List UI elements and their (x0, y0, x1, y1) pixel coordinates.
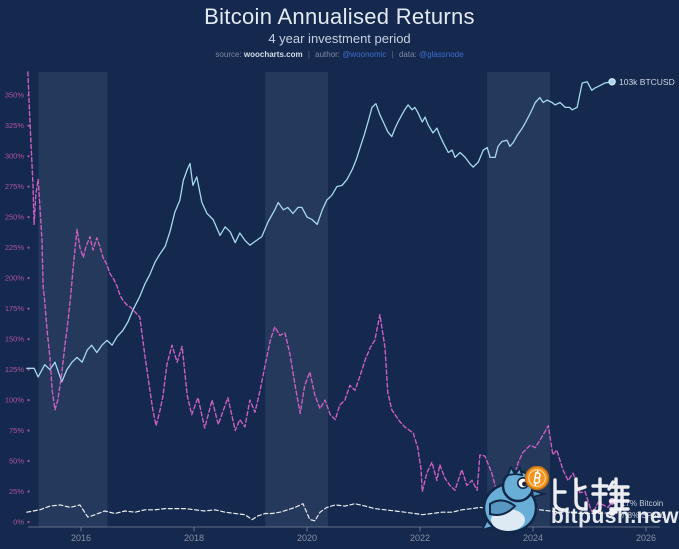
x-tick-label: 2020 (297, 533, 317, 543)
y-tick-label: 325% (5, 121, 25, 130)
highlight-band (38, 72, 108, 527)
y-tick-label: 275% (5, 182, 25, 191)
y-tick-dot (27, 277, 30, 280)
bird-wing (489, 499, 517, 516)
y-tick-label: 300% (5, 152, 25, 161)
y-tick-dot (27, 155, 30, 158)
y-tick-label: 175% (5, 304, 25, 313)
bird-crest (506, 466, 517, 477)
source-site-label: woocharts.com (243, 50, 303, 59)
bitcoin-coin-icon (524, 466, 550, 491)
y-tick-dot (27, 368, 30, 371)
y-tick-label: 150% (5, 335, 25, 344)
separator: | (391, 50, 394, 59)
data-handle-link[interactable]: @glassnode (418, 50, 464, 59)
y-tick-dot (27, 307, 30, 310)
bird-feet (503, 531, 516, 539)
y-tick-label: 225% (5, 243, 25, 252)
x-tick-label: 2024 (523, 533, 543, 543)
y-tick-dot (27, 246, 30, 249)
legend-bitcoin-label: 17% Bitcoin (621, 499, 664, 508)
y-tick-label: 350% (5, 91, 25, 100)
x-tick-label: 2018 (184, 533, 204, 543)
x-tick-label: 2022 (410, 533, 430, 543)
source-line: source: woocharts.com | author: @woonomi… (0, 50, 679, 59)
y-tick-dot (27, 124, 30, 127)
bird-pupil (522, 481, 527, 487)
legend-btcusd-label: 103k BTCUSD (619, 77, 675, 87)
y-tick-label: 100% (5, 396, 25, 405)
author-handle-link[interactable]: @woonomic (342, 50, 387, 59)
y-tick-label: 200% (5, 274, 25, 283)
author-prefix-label: author: (315, 50, 341, 59)
highlight-band (265, 72, 328, 527)
y-tick-dot (27, 185, 30, 188)
y-tick-label: 250% (5, 213, 25, 222)
x-tick-label: 2016 (71, 533, 91, 543)
btcusd-end-dot (608, 78, 616, 86)
page-title: Bitcoin Annualised Returns (204, 4, 475, 29)
bitpush-bird-icon (482, 466, 550, 539)
y-tick-label: 0% (13, 518, 24, 527)
highlight-band (487, 72, 550, 527)
bitpush-site-watermark: bitpush.news (551, 505, 679, 528)
y-tick-dot (27, 429, 30, 432)
y-tick-label: 50% (9, 457, 24, 466)
data-prefix-label: data: (398, 50, 417, 59)
y-tick-dot (27, 520, 30, 524)
y-tick-label: 125% (5, 365, 25, 374)
page-subtitle: 4 year investment period (268, 31, 411, 46)
btcusd-line (26, 81, 613, 383)
y-tick-dot (27, 338, 30, 341)
y-tick-label: 25% (9, 487, 24, 496)
bird-crest (513, 466, 524, 477)
source-prefix-label: source: (215, 50, 242, 59)
x-tick-label: 2026 (636, 533, 656, 543)
y-tick-dot (27, 399, 30, 402)
y-tick-dot (27, 216, 30, 219)
bird-beak-lower (530, 488, 548, 499)
bitcoin-symbol (533, 470, 541, 486)
y-tick-dot (27, 459, 30, 463)
y-tick-dot (27, 490, 30, 493)
legend-sp500-label: 7.8% SP500 (621, 511, 666, 520)
y-tick-label: 75% (9, 426, 24, 435)
separator: | (307, 50, 310, 59)
bitpush-cjk-watermark (553, 477, 630, 514)
sp500-line (26, 503, 613, 522)
